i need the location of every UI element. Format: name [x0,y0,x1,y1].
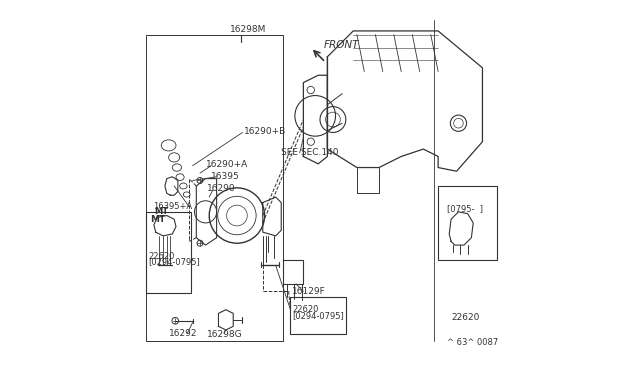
Bar [283,260,303,284]
Text: 16298M: 16298M [230,25,266,33]
Text: [0294-0795]: [0294-0795] [148,257,200,266]
Bar [291,297,346,334]
Text: 22620: 22620 [292,305,319,314]
Bar [438,186,497,260]
Text: 22620: 22620 [148,251,175,261]
Text: [0795-  ]: [0795- ] [447,203,483,213]
Text: 16395+A: 16395+A [153,202,192,211]
Text: MT: MT [154,207,168,217]
Text: 16290: 16290 [207,185,236,193]
Text: 16292: 16292 [168,329,197,338]
Text: MT: MT [150,215,165,224]
Text: ^ 63^ 0087: ^ 63^ 0087 [447,339,499,347]
Bar [147,212,191,293]
Text: 16298G: 16298G [207,330,243,339]
Text: 16129F: 16129F [292,287,326,296]
Text: 16290+B: 16290+B [244,127,287,136]
Text: SEE SEC.140: SEE SEC.140 [281,148,339,157]
Text: [0294-0795]: [0294-0795] [292,311,344,320]
Text: 22620: 22620 [451,312,479,321]
Text: FRONT: FRONT [324,40,359,50]
Bar [147,35,283,341]
Text: 16290+A: 16290+A [205,160,248,169]
Text: 16395: 16395 [211,171,240,180]
